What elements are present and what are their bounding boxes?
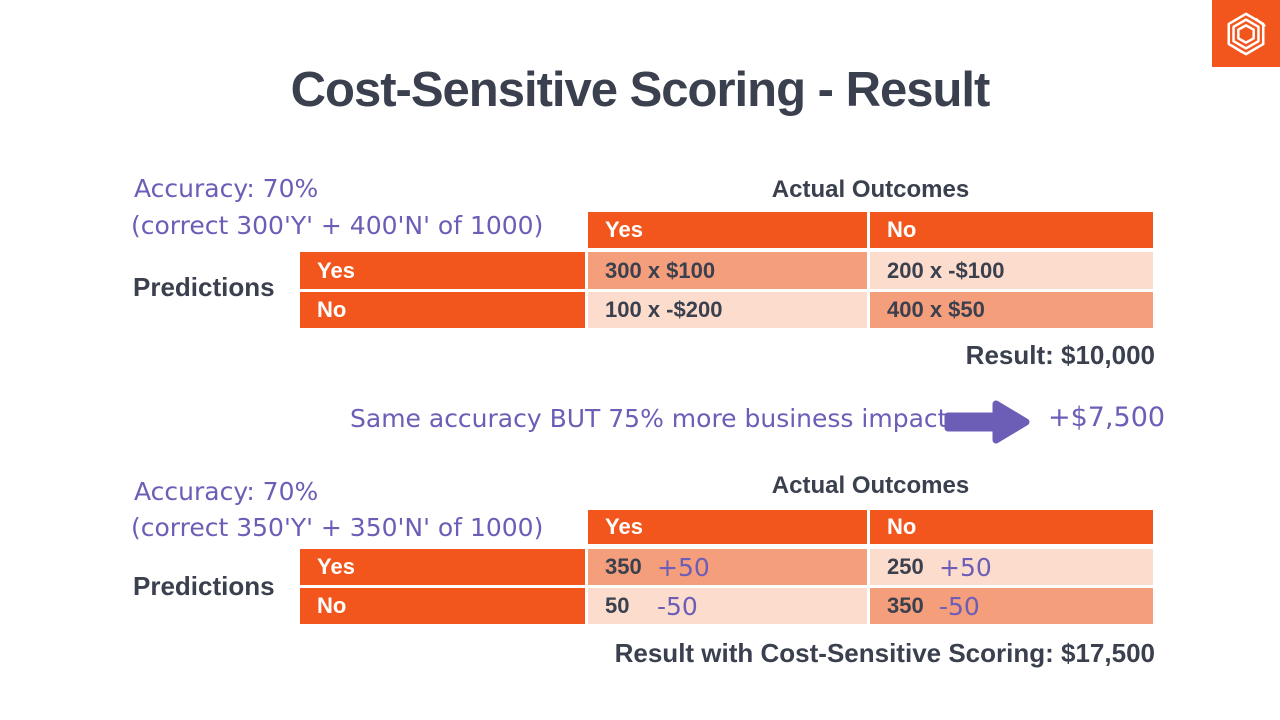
- cell-count: 350: [887, 593, 924, 618]
- bottom-accuracy-line2: (correct 350'Y' + 350'N' of 1000): [131, 513, 544, 542]
- bottom-result: Result with Cost-Sensitive Scoring: $17,…: [614, 638, 1155, 668]
- bottom-row-header-no: No: [300, 588, 585, 624]
- right-arrow-icon: [944, 400, 1030, 444]
- bottom-col-header-no: No: [870, 510, 1153, 544]
- logo-box: [1212, 0, 1280, 67]
- top-cell-yes-no: 200 x -$100: [870, 252, 1153, 289]
- bottom-cell-no-no: 350 -50: [870, 588, 1153, 624]
- top-cell-yes-yes: 300 x $100: [588, 252, 867, 289]
- bottom-col-header-yes: Yes: [588, 510, 867, 544]
- cell-delta: +50: [657, 552, 710, 582]
- bottom-cell-yes-no: 250 +50: [870, 549, 1153, 585]
- bottom-accuracy-line1: Accuracy: 70%: [134, 477, 319, 506]
- impact-value: +$7,500: [1048, 402, 1166, 433]
- top-col-header-no: No: [870, 212, 1153, 248]
- cell-delta: +50: [939, 552, 992, 582]
- cell-delta: -50: [939, 591, 980, 621]
- cell-delta: -50: [657, 591, 698, 621]
- top-result: Result: $10,000: [965, 340, 1155, 370]
- cell-count: 250: [887, 554, 924, 579]
- bottom-cell-yes-yes: 350 +50: [588, 549, 867, 585]
- bottom-row-header-yes: Yes: [300, 549, 585, 585]
- top-accuracy-line1: Accuracy: 70%: [134, 174, 319, 203]
- cell-count: 50: [605, 593, 630, 618]
- top-actual-outcomes-label: Actual Outcomes: [771, 176, 970, 203]
- top-predictions-label: Predictions: [133, 272, 275, 302]
- cell-count: 350: [605, 554, 642, 579]
- top-col-header-yes: Yes: [588, 212, 867, 248]
- bottom-predictions-label: Predictions: [133, 571, 275, 601]
- top-cell-no-no: 400 x $50: [870, 292, 1153, 328]
- top-row-header-yes: Yes: [300, 252, 585, 289]
- top-row-header-no: No: [300, 292, 585, 328]
- bottom-cell-no-yes: 50 -50: [588, 588, 867, 624]
- top-accuracy-line2: (correct 300'Y' + 400'N' of 1000): [131, 211, 544, 240]
- impact-text: Same accuracy BUT 75% more business impa…: [350, 404, 948, 433]
- top-cell-no-yes: 100 x -$200: [588, 292, 867, 328]
- bottom-actual-outcomes-label: Actual Outcomes: [771, 472, 970, 499]
- page-title: Cost-Sensitive Scoring - Result: [290, 63, 991, 117]
- company-logo-icon: [1227, 12, 1266, 55]
